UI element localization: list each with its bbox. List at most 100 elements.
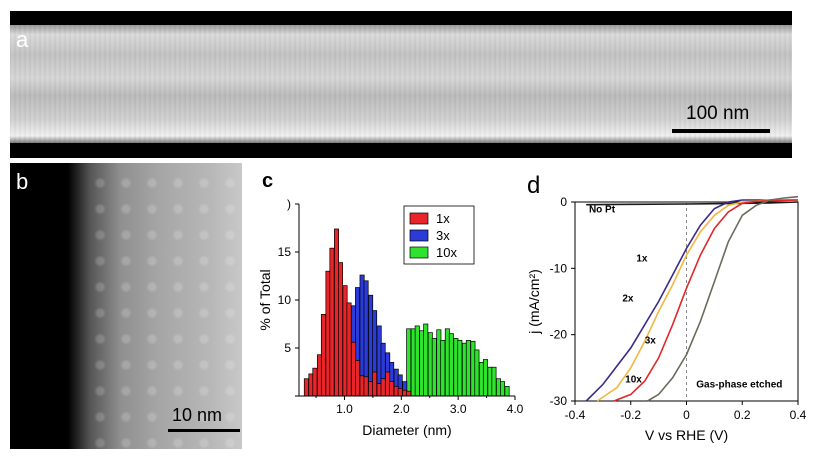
- bar-1x-11: [351, 341, 357, 397]
- legend-label-10x: 10x: [436, 245, 457, 260]
- bar-1x-13: [359, 375, 365, 397]
- chart-d-xlabel: V vs RHE (V): [645, 427, 728, 443]
- chart-d-xtick-label-0: -0.4: [565, 408, 586, 422]
- scale-bar-a-label: 100 nm: [686, 103, 750, 124]
- panel-b-micrograph: b 10 nm: [10, 163, 242, 449]
- curve-1x: [585, 199, 798, 402]
- curve-10x: [647, 195, 799, 402]
- scale-bar-b-label: 10 nm: [172, 405, 223, 425]
- annotation-2x: 2x: [622, 294, 634, 305]
- bar-10x-9: [444, 328, 450, 397]
- legend-swatch-10x: [409, 246, 429, 259]
- chart-c-xtick-label-0: 1.0: [336, 402, 353, 416]
- panel-label-b: b: [16, 169, 29, 194]
- bar-1x-21: [393, 386, 399, 397]
- scale-bar-a: [672, 129, 770, 133]
- bar-10x-12: [457, 339, 463, 397]
- chart-d-polarization: 0 -10 -20 -30-0.4 -0.2 0 0.2 0.4 V vs RHE (V) j (…: [526, 195, 807, 443]
- bar-10x-15: [470, 340, 476, 397]
- annotation-3x: 3x: [645, 335, 657, 346]
- bar-1x-16: [372, 371, 378, 397]
- bar-1x-7: [334, 228, 339, 397]
- bar-10x-0: [406, 328, 412, 397]
- bar-10x-6: [431, 338, 437, 397]
- bar-1x-14: [363, 376, 369, 397]
- legend-swatch-1x: [409, 212, 429, 225]
- annotation-10x: 10x: [625, 374, 642, 385]
- annotation-gas-phase-etched: Gas-phase etched: [696, 380, 782, 391]
- panel-label-c: c: [262, 170, 274, 192]
- chart-c-xtick-label-3: 4.0: [507, 402, 524, 416]
- bar-1x-19: [385, 371, 391, 397]
- curve-No-Pt: [586, 201, 799, 206]
- chart-d-xtick-label-1: -0.2: [620, 408, 641, 422]
- bar-1x-22: [397, 387, 403, 397]
- bar-1x-9: [342, 285, 348, 397]
- bar-1x-0: [303, 378, 309, 397]
- scale-bar-b: [168, 429, 240, 432]
- bar-10x-11: [453, 338, 459, 397]
- particle-texture: [80, 163, 242, 449]
- annotation-1x: 1x: [636, 254, 648, 265]
- panel-label-a: a: [16, 27, 29, 52]
- bar-1x-17: [376, 383, 382, 397]
- bar-10x-21: [496, 378, 501, 397]
- bar-10x-20: [491, 366, 497, 397]
- chart-d-ylabel: j (mA/cm²): [526, 269, 542, 335]
- curve-2x: [596, 199, 798, 402]
- chart-d-ytick-label-0: 0: [560, 195, 567, 209]
- bar-1x-1: [308, 373, 314, 397]
- curve-3x: [613, 199, 799, 402]
- bar-1x-10: [346, 302, 352, 397]
- panel-label-d: d: [527, 172, 541, 199]
- bar-1x-4: [320, 314, 326, 397]
- bar-10x-2: [414, 325, 420, 397]
- chart-d-ytick-label-3: -30: [550, 394, 568, 408]
- bar-1x-18: [380, 378, 386, 397]
- nanowire-band: [10, 25, 792, 143]
- bar-10x-1: [410, 328, 416, 397]
- legend-label-3x: 3x: [436, 228, 450, 243]
- bar-10x-19: [487, 366, 493, 397]
- bar-10x-23: [504, 386, 510, 397]
- bar-10x-4: [423, 323, 429, 397]
- bar-10x-17: [478, 362, 484, 397]
- chart-c-xtick-label-1: 2.0: [393, 402, 410, 416]
- legend-swatch-3x: [409, 229, 429, 242]
- chart-d-xtick-label-4: 0.4: [790, 408, 807, 422]
- bar-1x-3: [316, 354, 322, 397]
- chart-c-ytick-label-1: 5: [284, 341, 291, 355]
- bar-3x-4: [368, 294, 374, 397]
- chart-c-xlabel: Diameter (nm): [362, 422, 451, 438]
- bar-10x-14: [465, 339, 471, 397]
- bar-10x-13: [461, 342, 467, 397]
- legend-label-1x: 1x: [436, 211, 450, 226]
- bar-10x-16: [474, 349, 480, 397]
- bar-1x-20: [389, 381, 395, 397]
- bar-10x-10: [448, 333, 454, 397]
- bar-1x-8: [338, 262, 343, 397]
- chart-c-ytick-label-2: 10: [278, 293, 292, 307]
- chart-c-ytick-label-3: 15: [278, 245, 292, 259]
- bar-1x-24: [406, 390, 412, 397]
- bar-10x-3: [419, 330, 425, 397]
- bar-1x-15: [368, 381, 374, 397]
- chart-c-xtick-label-2: 3.0: [450, 402, 467, 416]
- bar-10x-5: [427, 332, 433, 397]
- bar-10x-8: [440, 339, 446, 397]
- bar-1x-5: [325, 270, 331, 397]
- chart-c-ytick-label-4: ): [287, 197, 291, 211]
- noise-overlay: [10, 25, 792, 143]
- bar-1x-23: [402, 389, 408, 397]
- bar-1x-2: [312, 367, 318, 397]
- chart-c-ylabel: % of Total: [257, 269, 273, 330]
- chart-d-ytick-label-1: -10: [550, 261, 568, 275]
- bar-1x-12: [355, 360, 361, 397]
- annotation-no-pt: No Pt: [589, 205, 616, 216]
- bar-1x-6: [329, 247, 335, 397]
- bar-10x-7: [436, 329, 442, 397]
- chart-c-histogram: 5 10 15) 1.0 2.0 3.0 4.0 Diameter (nm) % of Tota…: [257, 197, 524, 438]
- bar-10x-18: [482, 359, 488, 397]
- bar-10x-22: [500, 381, 505, 397]
- chart-d-ytick-label-2: -20: [550, 328, 568, 342]
